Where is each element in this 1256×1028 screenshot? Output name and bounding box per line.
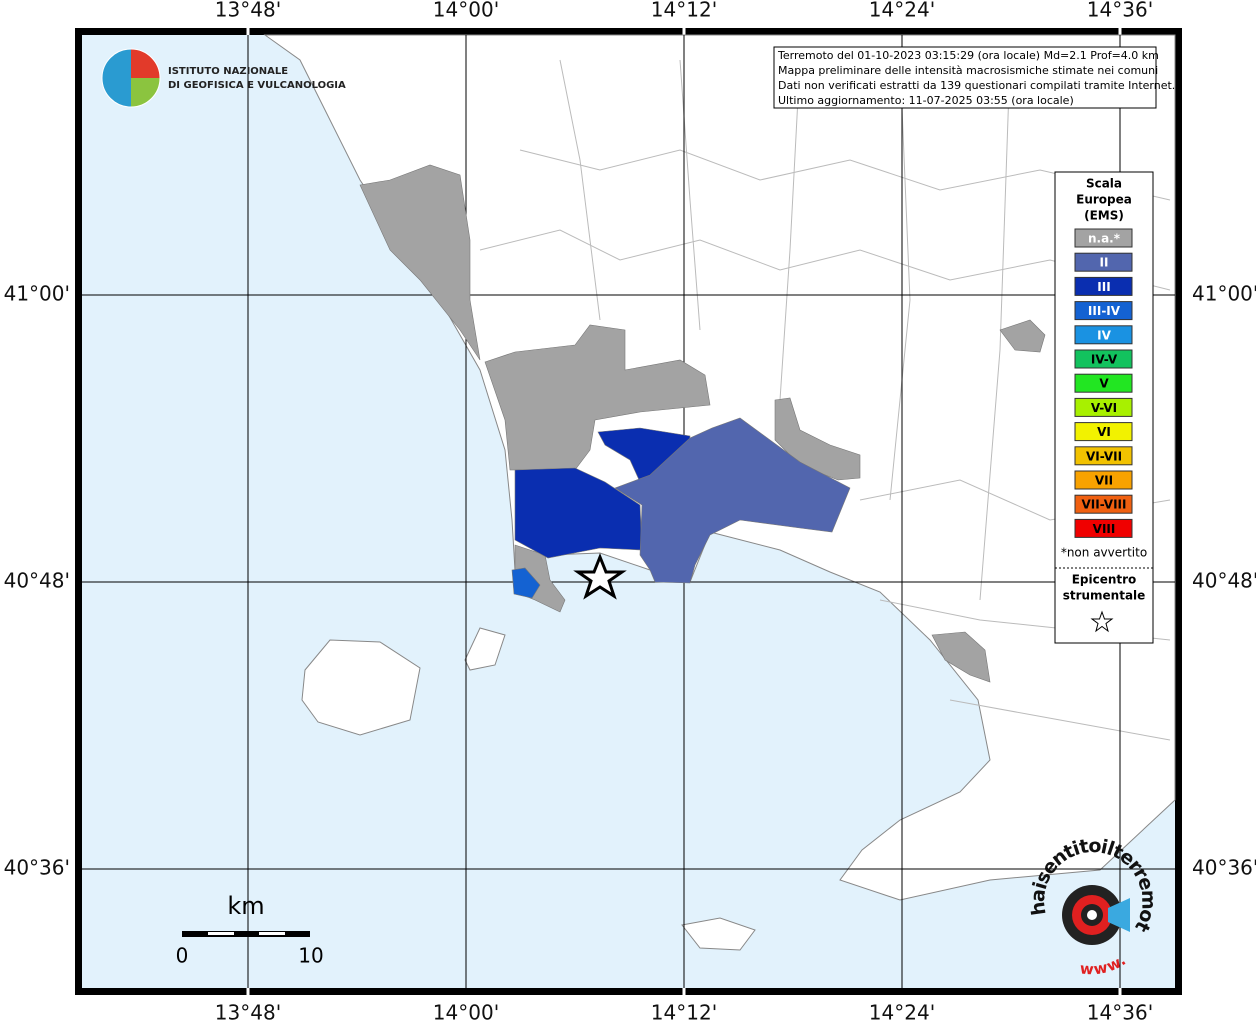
lon-label: 14°36' [1087,0,1153,22]
legend-swatch [1074,446,1133,466]
info-line: Dati non verificati estratti da 139 ques… [778,79,1175,92]
legend-title: Europea [1076,193,1132,207]
legend-label: VII-VIII [1081,498,1126,512]
lon-label: 14°24' [869,1001,935,1025]
legend-epicenter: Epicentro [1072,573,1137,587]
lat-label: 40°48' [4,569,70,593]
legend-label: V [1099,377,1109,391]
legend-epicenter: strumentale [1063,589,1146,603]
logo-line2: DI GEOFISICA E VULCANOLOGIA [168,80,346,91]
scale-bar: km 0 10 [176,892,324,968]
lat-label: 40°36' [4,856,70,880]
legend-swatch [1074,397,1133,417]
legend-title: Scala [1086,177,1122,191]
scale-label: 0 [176,944,189,968]
lat-label: 41°00' [1192,282,1256,306]
legend-note: *non avvertito [1061,546,1147,560]
legend-swatch [1074,276,1133,296]
legend-label: IV [1097,328,1111,342]
lon-label: 14°36' [1087,1001,1153,1025]
scale-unit: km [227,892,264,920]
legend-swatch [1074,494,1133,514]
lon-label: 14°24' [869,0,935,22]
epicenter-star [573,552,627,600]
info-line: Mappa preliminare delle intensità macros… [778,64,1158,77]
lon-label: 14°00' [433,1001,499,1025]
lon-label: 14°12' [651,1001,717,1025]
lon-label: 14°12' [651,0,717,22]
info-line: Ultimo aggiornamento: 11-07-2025 03:55 (… [778,94,1074,107]
lon-label: 13°48' [215,1001,281,1025]
intensity-area [614,417,851,584]
info-box [773,46,1157,109]
legend-label: VII [1095,474,1113,488]
legend-swatch [1074,518,1133,538]
legend-label: VI-VII [1086,449,1122,463]
lat-label: 40°36' [1192,856,1256,880]
legend-label: VIII [1093,522,1116,536]
legend-label: VI [1097,425,1111,439]
legend-swatch [1074,228,1133,248]
legend-label: IV-V [1091,353,1118,367]
intensity-area [999,319,1046,353]
intensity-area [931,631,991,683]
legend-label: V-VI [1091,401,1117,415]
legend-label: III-IV [1088,304,1121,318]
legend-swatch [1074,325,1133,345]
legend-swatch [1074,301,1133,321]
info-line: Terremoto del 01-10-2023 03:15:29 (ora l… [777,49,1159,62]
lat-label: 41°00' [4,282,70,306]
intensity-areas [359,164,1046,683]
legend-swatch [1074,470,1133,490]
intensity-area [511,567,541,599]
lon-label: 14°00' [433,0,499,22]
lat-label: 40°48' [1192,569,1256,593]
legend-swatch [1074,349,1133,369]
ingv-logo: ISTITUTO NAZIONALE DI GEOFISICA E VULCAN… [101,48,346,108]
intensity-area [359,164,481,361]
logo-line1: ISTITUTO NAZIONALE [168,66,288,77]
legend-star [1090,610,1114,633]
legend-label: III [1097,280,1110,294]
legend-label: II [1100,256,1109,270]
legend-swatch [1074,422,1133,442]
legend-swatch [1074,252,1133,272]
scale-label: 10 [298,944,323,968]
legend-title: (EMS) [1084,209,1124,223]
legend-swatch [1074,373,1133,393]
legend-label: n.a.* [1088,232,1121,246]
lon-label: 13°48' [215,0,281,22]
